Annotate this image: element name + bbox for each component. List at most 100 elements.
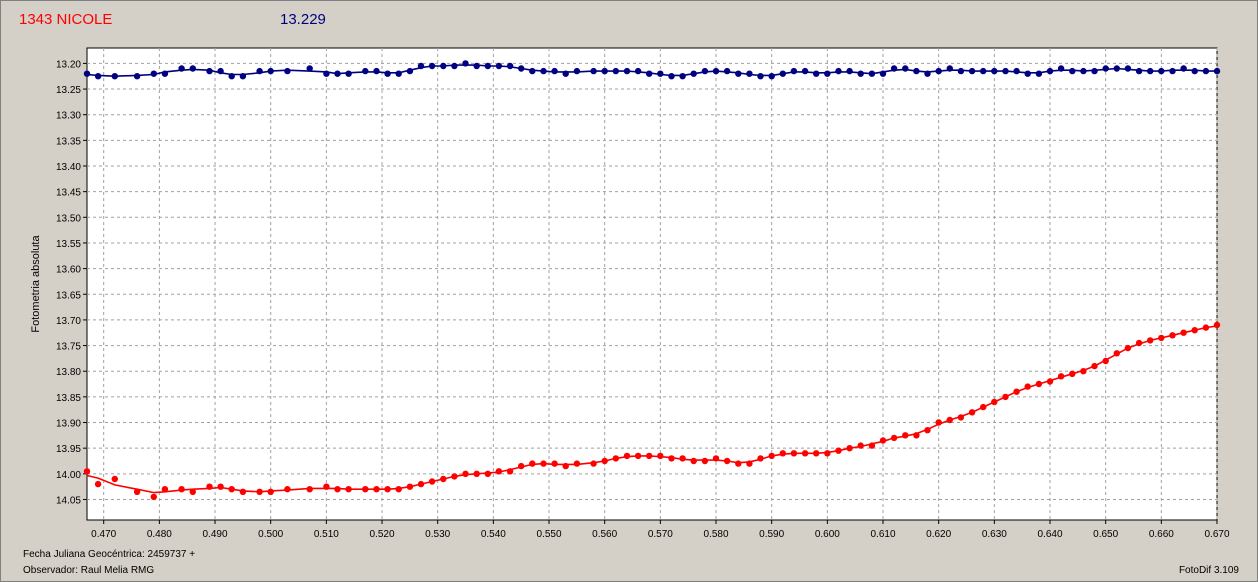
data-point: [540, 460, 547, 467]
data-point: [306, 486, 313, 493]
x-tick-label: 0.600: [815, 529, 840, 540]
data-point: [256, 488, 263, 495]
reference-magnitude: 13.229: [280, 11, 326, 28]
asteroid-title: 1343 NICOLE: [19, 11, 113, 28]
data-point: [373, 67, 380, 75]
data-point: [712, 67, 720, 75]
data-point: [334, 70, 341, 77]
x-tick-label: 0.480: [147, 529, 172, 540]
y-tick-label: 13.95: [56, 444, 81, 455]
x-tick-label: 0.610: [870, 529, 895, 540]
data-point: [590, 460, 597, 467]
data-point: [980, 67, 987, 75]
data-point: [217, 483, 224, 490]
data-point: [957, 414, 965, 421]
data-point: [623, 452, 631, 460]
data-point: [1035, 380, 1043, 388]
data-point: [735, 70, 742, 77]
x-tick-label: 0.510: [314, 529, 339, 540]
data-point: [1013, 388, 1020, 395]
data-point: [1213, 321, 1221, 329]
data-point: [1002, 67, 1009, 75]
data-point: [373, 486, 380, 493]
x-tick-label: 0.640: [1037, 529, 1062, 540]
data-point: [189, 488, 196, 495]
data-point: [991, 398, 998, 406]
y-tick-label: 13.60: [56, 265, 81, 276]
data-point: [362, 67, 369, 75]
data-point: [206, 67, 213, 75]
x-tick-label: 0.630: [982, 529, 1007, 540]
data-point: [150, 493, 157, 501]
y-tick-label: 13.75: [56, 342, 81, 353]
x-tick-label: 0.570: [648, 529, 673, 540]
data-point: [813, 450, 820, 457]
x-tick-label: 0.580: [703, 529, 728, 540]
data-point: [161, 486, 169, 493]
data-point: [746, 460, 753, 467]
y-tick-label: 13.30: [56, 111, 81, 122]
x-tick-label: 0.520: [370, 529, 395, 540]
data-point: [679, 455, 686, 462]
data-point: [323, 70, 330, 77]
data-point: [133, 73, 141, 80]
y-tick-label: 13.25: [56, 85, 81, 96]
data-point: [228, 486, 235, 493]
data-point: [768, 452, 775, 460]
x-tick-label: 0.620: [926, 529, 951, 540]
data-point: [323, 483, 330, 490]
data-point: [846, 67, 853, 75]
data-point: [239, 73, 247, 80]
data-point: [451, 62, 458, 70]
data-point: [601, 67, 608, 75]
data-point: [1180, 329, 1187, 336]
data-point: [1002, 393, 1009, 401]
data-point: [1147, 337, 1154, 344]
data-point: [284, 486, 291, 493]
data-point: [1102, 357, 1109, 365]
data-point: [345, 70, 352, 77]
data-point: [612, 455, 619, 462]
data-point: [1069, 67, 1076, 75]
data-point: [1169, 332, 1176, 339]
series-group: [83, 60, 1221, 501]
data-point: [924, 70, 931, 77]
data-point: [1013, 67, 1020, 75]
data-point: [1202, 324, 1210, 331]
data-point: [735, 460, 742, 467]
data-point: [178, 486, 185, 493]
data-point: [1113, 65, 1121, 72]
data-point: [879, 437, 887, 444]
data-point: [573, 460, 581, 467]
data-point: [440, 62, 447, 70]
data-point: [1102, 65, 1109, 72]
data-point: [1046, 378, 1054, 385]
y-axis-ticks: 13.20 13.25 13.30 13.35 13.40 13.45 13.50 13.55…: [56, 59, 87, 506]
data-point: [824, 70, 831, 77]
observer-label: Observador: Raul Melia RMG: [23, 565, 155, 576]
x-tick-label: 0.530: [425, 529, 450, 540]
data-point: [462, 470, 469, 477]
plot-area: [86, 47, 1218, 521]
data-point: [890, 434, 898, 442]
data-point: [868, 442, 876, 449]
data-point: [1135, 339, 1143, 347]
data-point: [228, 73, 235, 80]
data-point: [562, 70, 569, 77]
x-tick-label: 0.650: [1093, 529, 1118, 540]
data-point: [634, 67, 642, 75]
data-point: [133, 488, 141, 495]
data-point: [968, 67, 976, 75]
y-axis-label: Fotometria absoluta: [30, 235, 42, 333]
y-tick-label: 14.05: [56, 495, 81, 506]
y-tick-label: 14.00: [56, 470, 81, 481]
data-point: [924, 427, 931, 434]
data-point: [879, 70, 887, 77]
data-point: [1147, 67, 1154, 75]
data-point: [417, 480, 425, 488]
data-point: [1091, 362, 1098, 370]
data-point: [384, 486, 391, 493]
data-point: [768, 73, 775, 80]
y-tick-label: 13.20: [56, 59, 81, 70]
